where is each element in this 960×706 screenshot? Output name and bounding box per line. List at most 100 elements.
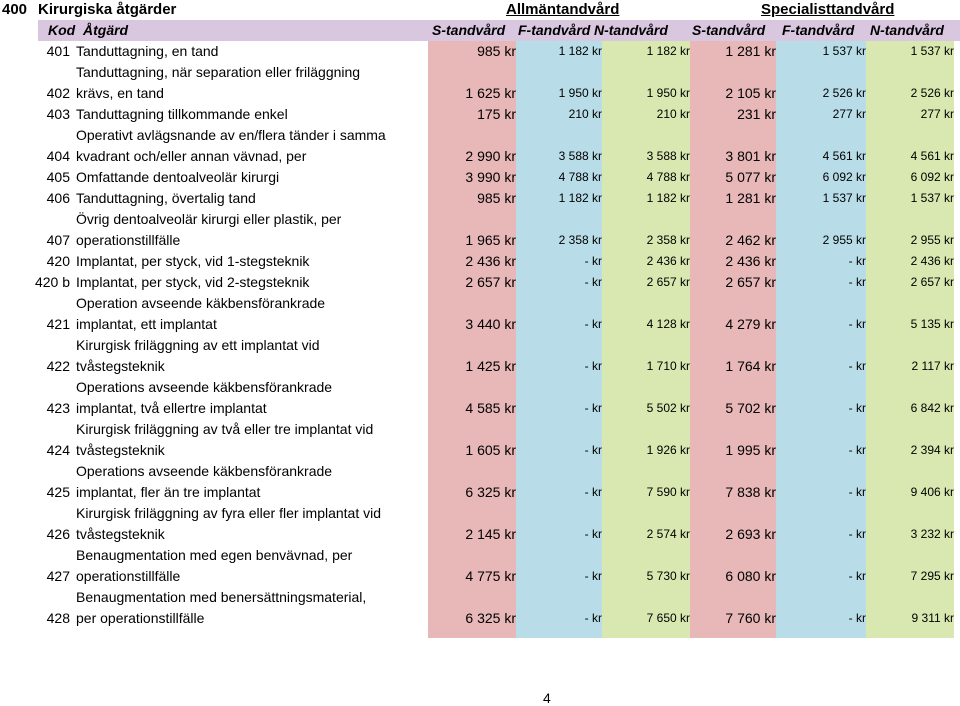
- col-band-n-special: [866, 41, 954, 638]
- row-description-line: implantat, fler än tre implantat: [76, 484, 261, 500]
- price-cell: 1 281 kr: [725, 190, 776, 206]
- row-description-line: krävs, en tand: [76, 85, 164, 101]
- row-code: 407: [46, 232, 70, 248]
- price-cell: - kr: [848, 254, 866, 268]
- price-cell: 1 537 kr: [822, 44, 866, 58]
- price-cell: 1 605 kr: [465, 442, 516, 458]
- row-description-line: Kirurgisk friläggning av ett implantat v…: [76, 337, 320, 353]
- table-row: 420 b Implantat, per styck, vid 2-stegste…: [0, 272, 960, 293]
- row-description-line: Omfattande dentoalveolär kirurgi: [76, 169, 280, 185]
- col-band-f-allman: [516, 41, 602, 638]
- row-description-line: Benaugmentation med egen benvävnad, per: [76, 547, 353, 563]
- price-cell: 4 788 kr: [646, 170, 690, 184]
- col-band-n-allman: [602, 41, 690, 638]
- price-cell: 4 561 kr: [910, 149, 954, 163]
- price-cell: 2 657 kr: [465, 274, 516, 290]
- row-description-line: Operations avseende käkbensförankrade: [76, 379, 333, 395]
- price-cell: 7 760 kr: [725, 610, 776, 626]
- header-f-tandvard-special: F-tandvård: [782, 22, 855, 38]
- table-row: 401 Tanduttagning, en tand 985 kr 1 182 kr 1…: [0, 41, 960, 62]
- price-cell: 4 279 kr: [725, 316, 776, 332]
- table-row-line1: Operations avseende käkbensförankrade: [0, 377, 960, 398]
- table-row: 423 implantat, två ellertre implantat 4 58…: [0, 398, 960, 419]
- price-cell: 3 440 kr: [465, 316, 516, 332]
- price-cell: - kr: [584, 254, 602, 268]
- row-code: 405: [46, 169, 70, 185]
- table-row: 425 implantat, fler än tre implantat 6 325…: [0, 482, 960, 503]
- price-cell: 5 502 kr: [646, 401, 690, 415]
- price-cell: 6 325 kr: [465, 484, 516, 500]
- price-cell: - kr: [584, 485, 602, 499]
- price-cell: 1 182 kr: [558, 191, 602, 205]
- group-allmantandvard: Allmäntandvård: [506, 1, 620, 18]
- page-number: 4: [543, 690, 551, 706]
- price-cell: 6 092 kr: [910, 170, 954, 184]
- price-cell: - kr: [584, 527, 602, 541]
- table-row-line1: Kirurgisk friläggning av ett implantat v…: [0, 335, 960, 356]
- row-code: 421: [46, 316, 70, 332]
- row-code: 402: [46, 85, 70, 101]
- price-cell: 175 kr: [477, 106, 516, 122]
- row-description-line: tvåstegsteknik: [76, 442, 165, 458]
- price-cell: 2 436 kr: [465, 253, 516, 269]
- price-cell: - kr: [848, 527, 866, 541]
- row-code: 428: [46, 610, 70, 626]
- row-code: 406: [46, 190, 70, 206]
- price-cell: 7 590 kr: [646, 485, 690, 499]
- table-row-line1: Benaugmentation med benersättningsmateri…: [0, 587, 960, 608]
- price-cell: 1 950 kr: [646, 86, 690, 100]
- price-cell: 2 990 kr: [465, 148, 516, 164]
- price-cell: 5 135 kr: [910, 317, 954, 331]
- header-n-tandvard-allman: N-tandvård: [594, 22, 668, 38]
- table-row: 405 Omfattande dentoalveolär kirurgi 3 990…: [0, 167, 960, 188]
- row-code: 426: [46, 526, 70, 542]
- table-row-line1: Kirurgisk friläggning av fyra eller fler…: [0, 503, 960, 524]
- row-description-line: kvadrant och/eller annan vävnad, per: [76, 148, 307, 164]
- table-row: 404 kvadrant och/eller annan vävnad, per 2…: [0, 146, 960, 167]
- row-description-line: Operation avseende käkbensförankrade: [76, 295, 326, 311]
- row-code: 401: [46, 43, 70, 59]
- row-code: 404: [46, 148, 70, 164]
- price-cell: 1 281 kr: [725, 43, 776, 59]
- price-cell: 2 657 kr: [910, 275, 954, 289]
- header-atgard: Åtgärd: [83, 22, 129, 38]
- row-description-line: Kirurgisk friläggning av två eller tre i…: [76, 421, 374, 437]
- price-cell: - kr: [848, 611, 866, 625]
- row-code: 423: [46, 400, 70, 416]
- header-f-tandvard-allman: F-tandvård: [518, 22, 591, 38]
- price-cell: 1 537 kr: [910, 44, 954, 58]
- price-cell: - kr: [848, 485, 866, 499]
- row-description-line: Tanduttagning, när separation eller fril…: [76, 64, 361, 80]
- price-cell: - kr: [848, 359, 866, 373]
- price-cell: 1 764 kr: [725, 358, 776, 374]
- price-cell: 210 kr: [568, 107, 602, 121]
- price-cell: 1 965 kr: [465, 232, 516, 248]
- row-code: 422: [46, 358, 70, 374]
- price-cell: 6 080 kr: [725, 568, 776, 584]
- table-row: 421 implantat, ett implantat 3 440 kr - kr 4…: [0, 314, 960, 335]
- table-row: 402 krävs, en tand 1 625 kr 1 950 kr 1 950 k…: [0, 83, 960, 104]
- row-description-line: operationstillfälle: [76, 232, 181, 248]
- table-row: 427 operationstillfälle 4 775 kr - kr 5 730 …: [0, 566, 960, 587]
- price-cell: 985 kr: [477, 190, 516, 206]
- price-cell: 4 128 kr: [646, 317, 690, 331]
- price-cell: 7 295 kr: [910, 569, 954, 583]
- price-cell: - kr: [584, 443, 602, 457]
- price-cell: 1 950 kr: [558, 86, 602, 100]
- price-cell: 3 801 kr: [725, 148, 776, 164]
- header-n-tandvard-special: N-tandvård: [870, 22, 944, 38]
- price-cell: 6 325 kr: [465, 610, 516, 626]
- price-cell: 4 585 kr: [465, 400, 516, 416]
- table-row: 407 operationstillfälle 1 965 kr 2 358 kr 2 …: [0, 230, 960, 251]
- price-cell: 7 838 kr: [725, 484, 776, 500]
- price-cell: - kr: [848, 443, 866, 457]
- price-cell: 1 995 kr: [725, 442, 776, 458]
- header-s-tandvard-special: S-tandvård: [692, 22, 766, 38]
- price-cell: 1 926 kr: [646, 443, 690, 457]
- header-s-tandvard-allman: S-tandvård: [432, 22, 506, 38]
- row-code: 420: [46, 253, 70, 269]
- table-row-line1: Operativt avlägsnande av en/flera tänder…: [0, 125, 960, 146]
- price-cell: 6 842 kr: [910, 401, 954, 415]
- price-cell: 2 657 kr: [646, 275, 690, 289]
- row-code: 427: [46, 568, 70, 584]
